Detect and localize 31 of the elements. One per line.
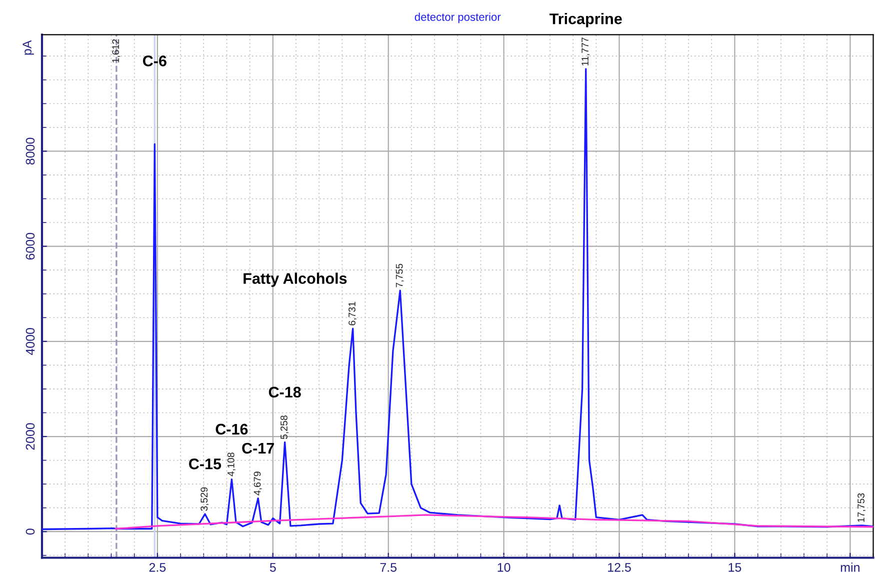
x-tick-label: 5 bbox=[270, 563, 276, 572]
annotation: C-15 bbox=[189, 458, 222, 470]
y-tick-label: 4000 bbox=[26, 328, 35, 356]
x-tick-label: 2.5 bbox=[149, 562, 166, 572]
y-tick-label: 2000 bbox=[26, 423, 35, 450]
annotation: C-6 bbox=[143, 56, 166, 66]
annotation: 17,753 bbox=[858, 493, 866, 522]
annotation: C-16 bbox=[216, 424, 248, 435]
annotation: Tricaprine bbox=[550, 13, 622, 28]
annotation: 3,529 bbox=[200, 487, 209, 511]
annotation: C-18 bbox=[268, 386, 301, 398]
annotation: 4,679 bbox=[254, 472, 262, 496]
y-tick-label: 6000 bbox=[26, 232, 35, 260]
x-tick-label: 15 bbox=[728, 563, 742, 572]
x-tick-label: 10 bbox=[498, 562, 510, 572]
annotation: 5,258 bbox=[280, 416, 289, 440]
annotation: 7,755 bbox=[396, 264, 404, 288]
annotation: 6,731 bbox=[348, 302, 357, 326]
x-tick-label: 7.5 bbox=[380, 563, 397, 572]
annotation: 4,108 bbox=[227, 452, 236, 476]
annotation: 11,777 bbox=[582, 38, 590, 66]
annotation: C-17 bbox=[242, 442, 274, 454]
y-tick-label: 8000 bbox=[26, 138, 35, 165]
chart-title: detector posterior bbox=[414, 12, 501, 24]
y-axis-title: pA bbox=[22, 40, 34, 55]
y-tick-label: 0 bbox=[26, 528, 35, 535]
x-tick-label: min bbox=[840, 562, 860, 572]
line-series bbox=[42, 68, 874, 530]
x-tick-label: 12.5 bbox=[608, 562, 631, 572]
ref-line-label: 1,612 bbox=[112, 39, 120, 62]
annotation: Fatty Alcohols bbox=[244, 272, 347, 287]
